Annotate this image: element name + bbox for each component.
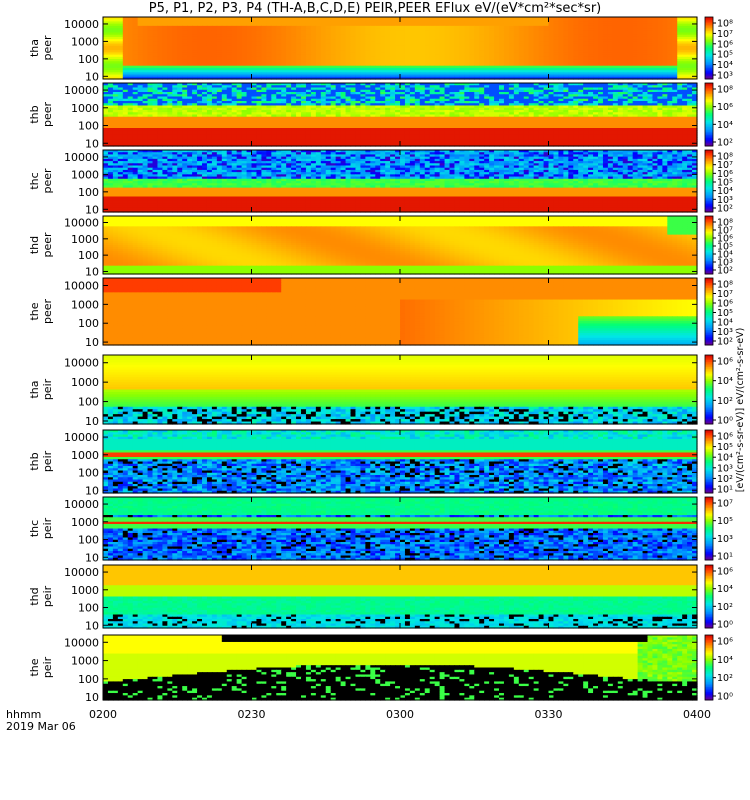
- spectrogram-panels: 10100100010000thapeer10³10⁴10⁵10⁶10⁷10⁸1…: [28, 17, 733, 704]
- spectrogram-figure: 10100100010000thapeer10³10⁴10⁵10⁶10⁷10⁸1…: [0, 0, 750, 800]
